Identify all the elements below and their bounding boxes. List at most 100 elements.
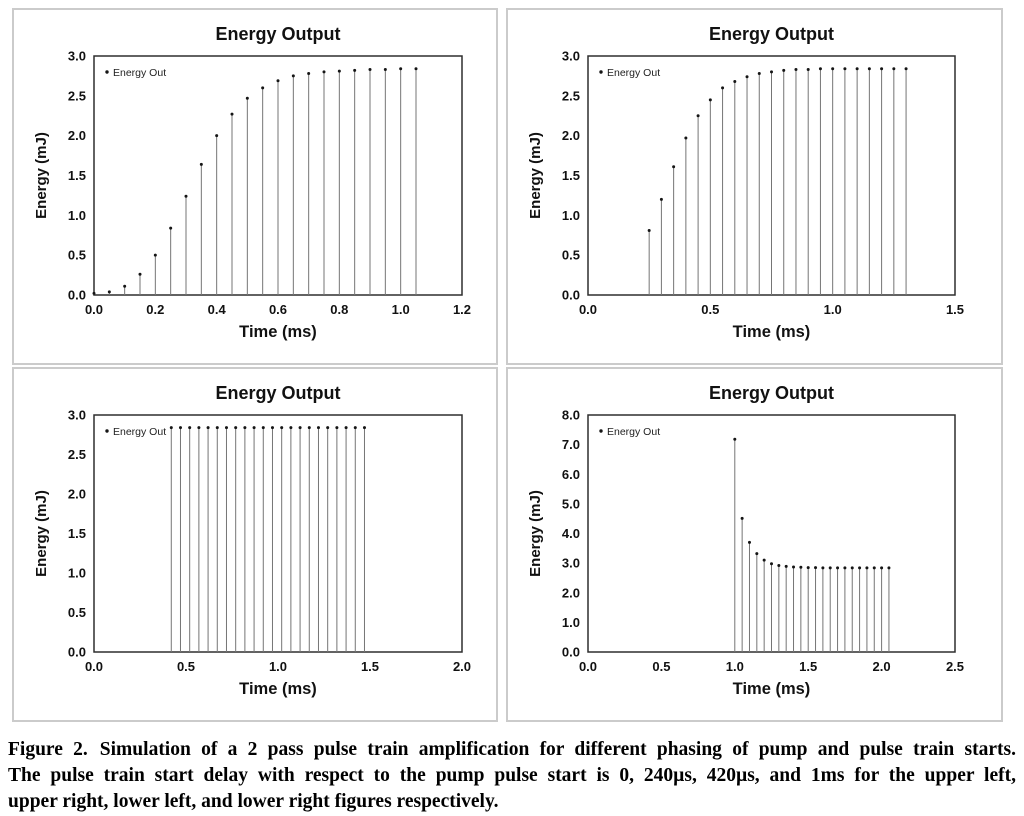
stem-marker: [169, 426, 173, 430]
stem-marker: [280, 426, 284, 430]
stem-marker: [818, 67, 822, 71]
y-axis-title: Energy (mJ): [33, 490, 50, 577]
stem-marker: [261, 426, 265, 430]
stem-marker: [762, 558, 766, 562]
svg-text:2.5: 2.5: [68, 447, 86, 462]
stem-marker: [399, 67, 403, 71]
stem-marker: [794, 68, 798, 72]
stem-marker: [92, 291, 96, 295]
stem-marker: [353, 426, 357, 430]
svg-text:0.5: 0.5: [68, 605, 86, 620]
legend-marker-icon: [105, 429, 109, 433]
chart-panel-lower-right: Energy Output 0.0 1.0 2.0 3.0 4.0 5.0 6.0 7.0 8.0…: [506, 367, 1003, 722]
stem-marker: [307, 426, 311, 430]
stem-marker: [252, 426, 256, 430]
x-axis-tick-labels: 0.0 0.2 0.4 0.6 0.8 1.0 1.2: [85, 302, 471, 317]
x-axis-title: Time (ms): [239, 323, 317, 341]
stem-marker: [696, 114, 700, 118]
svg-text:1.0: 1.0: [68, 566, 86, 581]
stem-marker: [770, 562, 773, 566]
stem-marker: [865, 566, 869, 570]
stem-marker: [733, 437, 737, 441]
stem-marker: [261, 86, 265, 90]
stem-marker: [755, 552, 759, 556]
y-axis-tick-labels: 0.0 0.5 1.0 1.5 2.0 2.5 3.0: [68, 49, 86, 303]
svg-text:1.2: 1.2: [453, 302, 471, 317]
stem-marker: [291, 74, 295, 78]
stem-series: [169, 426, 366, 652]
svg-text:1.0: 1.0: [562, 615, 580, 630]
svg-text:5.0: 5.0: [562, 496, 580, 511]
chart-title: Energy Output: [709, 383, 834, 403]
stem-marker: [784, 564, 788, 568]
stem-marker: [659, 197, 663, 201]
figure-caption: Figure 2. Simulation of a 2 pass pulse tr…: [8, 737, 1016, 815]
svg-text:0.0: 0.0: [85, 302, 103, 317]
stem-marker: [414, 67, 418, 71]
svg-text:7.0: 7.0: [562, 437, 580, 452]
svg-text:0.0: 0.0: [562, 288, 580, 303]
svg-text:3.0: 3.0: [562, 556, 580, 571]
x-axis-title: Time (ms): [733, 680, 811, 698]
svg-text:0.4: 0.4: [208, 302, 227, 317]
stem-marker: [138, 272, 142, 276]
stem-marker: [867, 67, 871, 71]
svg-text:0.6: 0.6: [269, 302, 287, 317]
svg-text:2.0: 2.0: [873, 659, 891, 674]
stem-marker: [782, 68, 786, 72]
y-axis-tick-labels: 0.0 0.5 1.0 1.5 2.0 2.5 3.0: [562, 49, 580, 303]
svg-text:2.5: 2.5: [562, 88, 580, 103]
stem-marker: [814, 566, 818, 570]
stem-marker: [770, 70, 773, 74]
stem-marker: [792, 565, 796, 569]
stem-marker: [892, 67, 896, 71]
legend: Energy Out: [105, 67, 166, 79]
plot-frame: [93, 414, 463, 653]
stem-marker: [215, 426, 219, 430]
chart-title: Energy Output: [216, 383, 341, 403]
stem-marker: [206, 426, 210, 430]
stem-marker: [322, 70, 326, 74]
chart-title: Energy Output: [709, 24, 834, 44]
stem-marker: [234, 426, 238, 430]
svg-text:1.5: 1.5: [361, 659, 379, 674]
stem-marker: [307, 72, 311, 76]
stem-marker: [184, 194, 188, 198]
svg-text:2.5: 2.5: [68, 88, 86, 103]
stem-marker: [806, 68, 810, 72]
svg-text:3.0: 3.0: [68, 408, 86, 423]
legend: Energy Out: [599, 67, 660, 79]
caption-line-1-text: Simulation of a 2 pass pulse train ampli…: [99, 739, 1016, 760]
stem-marker: [383, 68, 387, 72]
svg-text:1.0: 1.0: [269, 659, 287, 674]
svg-text:1.0: 1.0: [726, 659, 744, 674]
x-axis-tick-labels: 0.0 0.5 1.0 1.5 2.0 2.5: [579, 659, 964, 674]
svg-text:2.0: 2.0: [562, 585, 580, 600]
stem-marker: [153, 253, 157, 257]
stem-marker: [747, 540, 751, 544]
legend-marker-icon: [105, 70, 109, 74]
caption-line-2: The pulse train start delay with respect…: [8, 765, 1016, 786]
svg-text:0.5: 0.5: [177, 659, 195, 674]
svg-text:1.5: 1.5: [946, 302, 964, 317]
legend-marker-icon: [599, 70, 603, 74]
svg-text:2.0: 2.0: [453, 659, 471, 674]
stem-marker: [684, 136, 688, 140]
stem-marker: [230, 112, 234, 116]
svg-text:2.0: 2.0: [562, 128, 580, 143]
stem-marker: [821, 566, 825, 570]
legend-label: Energy Out: [607, 426, 660, 438]
stem-marker: [197, 426, 201, 430]
x-axis-tick-labels: 0.0 0.5 1.0 1.5: [579, 302, 964, 317]
svg-text:2.5: 2.5: [946, 659, 964, 674]
y-axis-tick-labels: 0.0 0.5 1.0 1.5 2.0 2.5 3.0: [68, 408, 86, 660]
legend-label: Energy Out: [607, 67, 660, 79]
stem-marker: [316, 426, 320, 430]
stem-marker: [224, 426, 228, 430]
svg-text:0.0: 0.0: [85, 659, 103, 674]
svg-text:2.0: 2.0: [68, 487, 86, 502]
svg-text:0.0: 0.0: [579, 659, 597, 674]
legend-label: Energy Out: [113, 67, 166, 79]
legend-label: Energy Out: [113, 426, 166, 438]
